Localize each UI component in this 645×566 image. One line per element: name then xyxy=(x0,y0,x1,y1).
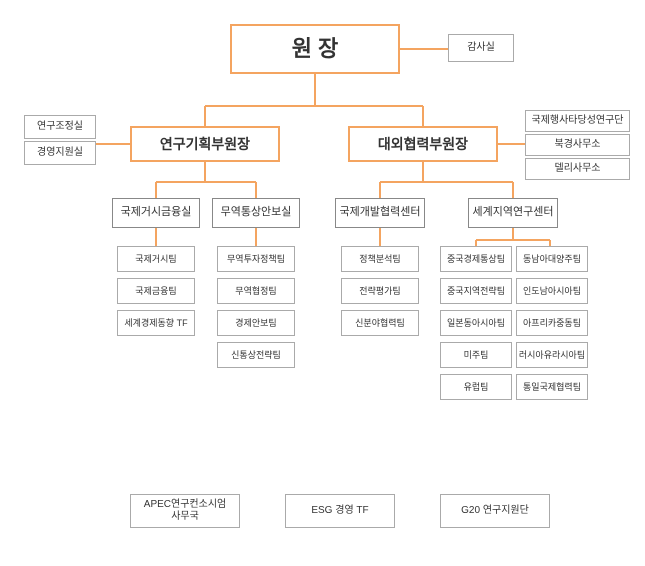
right-side-2: 델리사무소 xyxy=(525,158,630,180)
region-c1-0: 중국경제통상팀 xyxy=(440,246,512,272)
vp-external-label: 대외협력부원장 xyxy=(378,136,468,153)
region-c2-1-label: 인도남아시아팀 xyxy=(523,286,581,297)
region-c1-2-label: 일본동아시아팀 xyxy=(447,318,505,329)
left-side-0-label: 연구조정실 xyxy=(37,121,83,133)
right-side-0-label: 국제행사타당성연구단 xyxy=(532,115,624,127)
dept-region: 세계지역연구센터 xyxy=(468,198,558,228)
dept-macro-label: 국제거시금융실 xyxy=(121,206,192,219)
dept-trade: 무역통상안보실 xyxy=(212,198,300,228)
coop-team-2-label: 신분야협력팀 xyxy=(355,318,405,329)
left-side-0: 연구조정실 xyxy=(24,115,96,139)
right-side-0: 국제행사타당성연구단 xyxy=(525,110,630,132)
dept-macro: 국제거시금융실 xyxy=(112,198,200,228)
right-side-1-label: 북경사무소 xyxy=(555,139,601,151)
bottom-1-label: ESG 경영 TF xyxy=(311,505,368,517)
region-c2-3: 러시아유라시아팀 xyxy=(516,342,588,368)
region-c1-4: 유럽팀 xyxy=(440,374,512,400)
bottom-0: APEC연구컨소시엄 사무국 xyxy=(130,494,240,528)
dept-region-label: 세계지역연구센터 xyxy=(473,206,554,219)
bottom-0-label: APEC연구컨소시엄 사무국 xyxy=(144,499,226,523)
coop-team-0-label: 정책분석팀 xyxy=(359,254,400,265)
trade-team-2: 경제안보팀 xyxy=(217,310,295,336)
trade-team-1-label: 무역협정팀 xyxy=(235,286,276,297)
region-c1-3: 미주팀 xyxy=(440,342,512,368)
audit-label: 감사실 xyxy=(467,42,495,54)
region-c2-0: 동남아대양주팀 xyxy=(516,246,588,272)
trade-team-0: 무역투자정책팀 xyxy=(217,246,295,272)
macro-team-1-label: 국제금융팀 xyxy=(135,286,176,297)
vp-research-label: 연구기획부원장 xyxy=(160,136,250,153)
region-c1-2: 일본동아시아팀 xyxy=(440,310,512,336)
region-c2-1: 인도남아시아팀 xyxy=(516,278,588,304)
macro-team-0-label: 국제거시팀 xyxy=(135,254,176,265)
macro-team-0: 국제거시팀 xyxy=(117,246,195,272)
region-c2-4-label: 통일국제협력팀 xyxy=(523,382,581,393)
macro-team-1: 국제금융팀 xyxy=(117,278,195,304)
trade-team-1: 무역협정팀 xyxy=(217,278,295,304)
vp-research-box: 연구기획부원장 xyxy=(130,126,280,162)
bottom-2: G20 연구지원단 xyxy=(440,494,550,528)
audit-box: 감사실 xyxy=(448,34,514,62)
president-label: 원 장 xyxy=(292,36,339,62)
region-c1-3-label: 미주팀 xyxy=(464,350,489,361)
region-c2-2: 아프리카중동팀 xyxy=(516,310,588,336)
region-c1-1-label: 중국지역전략팀 xyxy=(447,286,505,297)
right-side-2-label: 델리사무소 xyxy=(555,163,601,175)
left-side-1-label: 경영지원실 xyxy=(37,147,83,159)
trade-team-0-label: 무역투자정책팀 xyxy=(227,254,285,265)
trade-team-3-label: 신통상전략팀 xyxy=(231,350,281,361)
right-side-1: 북경사무소 xyxy=(525,134,630,156)
region-c2-4: 통일국제협력팀 xyxy=(516,374,588,400)
dept-trade-label: 무역통상안보실 xyxy=(221,206,292,219)
coop-team-1-label: 전략평가팀 xyxy=(359,286,400,297)
coop-team-0: 정책분석팀 xyxy=(341,246,419,272)
region-c1-1: 중국지역전략팀 xyxy=(440,278,512,304)
region-c2-0-label: 동남아대양주팀 xyxy=(523,254,581,265)
coop-team-2: 신분야협력팀 xyxy=(341,310,419,336)
dept-coop: 국제개발협력센터 xyxy=(335,198,425,228)
region-c1-4-label: 유럽팀 xyxy=(464,382,489,393)
trade-team-3: 신통상전략팀 xyxy=(217,342,295,368)
dept-coop-label: 국제개발협력센터 xyxy=(340,206,421,219)
bottom-1: ESG 경영 TF xyxy=(285,494,395,528)
president-box: 원 장 xyxy=(230,24,400,74)
trade-team-2-label: 경제안보팀 xyxy=(235,318,276,329)
bottom-2-label: G20 연구지원단 xyxy=(461,505,529,517)
macro-team-2: 세계경제동향 TF xyxy=(117,310,195,336)
macro-team-2-label: 세계경제동향 TF xyxy=(124,318,187,329)
region-c1-0-label: 중국경제통상팀 xyxy=(447,254,505,265)
region-c2-2-label: 아프리카중동팀 xyxy=(523,318,581,329)
region-c2-3-label: 러시아유라시아팀 xyxy=(519,350,585,361)
left-side-1: 경영지원실 xyxy=(24,141,96,165)
vp-external-box: 대외협력부원장 xyxy=(348,126,498,162)
coop-team-1: 전략평가팀 xyxy=(341,278,419,304)
